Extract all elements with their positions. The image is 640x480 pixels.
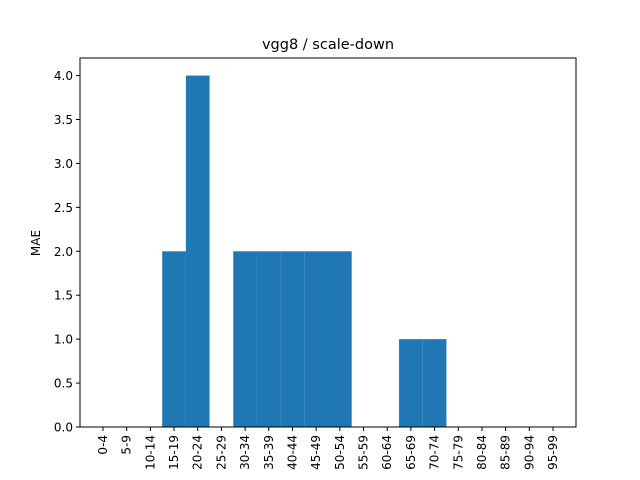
bar-70-74	[422, 339, 447, 427]
x-tick-label: 95-99	[546, 435, 560, 470]
chart-title: vgg8 / scale-down	[262, 37, 394, 53]
bar-50-54	[328, 251, 352, 427]
x-tick-label: 60-64	[380, 435, 394, 470]
y-tick-label: 0.0	[54, 421, 73, 435]
x-tick-label: 70-74	[428, 435, 442, 470]
x-tick-label: 85-89	[499, 435, 513, 470]
x-tick-label: 45-49	[309, 435, 323, 470]
bars-group	[162, 75, 447, 427]
x-axis: 0-4 5-9 10-14 15-19 20-24 25-29 30-34 35-39 40-4…	[96, 427, 560, 470]
x-tick-label: 65-69	[404, 435, 418, 470]
x-tick-label: 0-4	[96, 435, 110, 455]
bar-30-34	[233, 251, 257, 427]
x-tick-label: 55-59	[357, 435, 371, 470]
x-tick-label: 25-29	[214, 435, 228, 470]
bar-35-39	[256, 251, 281, 427]
x-tick-label: 90-94	[522, 435, 536, 470]
x-tick-label: 40-44	[285, 435, 299, 470]
y-tick-label: 3.5	[54, 113, 73, 127]
y-tick-label: 0.5	[54, 377, 73, 391]
y-axis: 0.0 0.5 1.0 1.5 2.0 2.5 3.0 3.5 4.0	[54, 69, 80, 435]
x-tick-label: 10-14	[143, 435, 157, 470]
x-tick-label: 20-24	[191, 435, 205, 470]
x-tick-label: 5-9	[120, 435, 134, 455]
bar-45-49	[304, 251, 328, 427]
plot-frame	[79, 57, 577, 428]
y-tick-label: 3.0	[54, 157, 73, 171]
y-tick-label: 2.0	[54, 245, 73, 259]
y-axis-label: MAE	[29, 230, 43, 256]
bar-40-44	[280, 251, 305, 427]
bar-15-19	[162, 251, 186, 427]
x-tick-label: 15-19	[167, 435, 181, 470]
x-tick-label: 50-54	[333, 435, 347, 470]
bar-20-24	[185, 75, 210, 427]
bar-65-69	[399, 339, 423, 427]
x-tick-label: 35-39	[262, 435, 276, 470]
x-tick-label: 80-84	[475, 435, 489, 470]
x-tick-label: 75-79	[451, 435, 465, 470]
y-tick-label: 1.0	[54, 333, 73, 347]
y-tick-label: 2.5	[54, 201, 73, 215]
x-tick-label: 30-34	[238, 435, 252, 470]
y-tick-label: 1.5	[54, 289, 73, 303]
y-tick-label: 4.0	[54, 69, 73, 83]
